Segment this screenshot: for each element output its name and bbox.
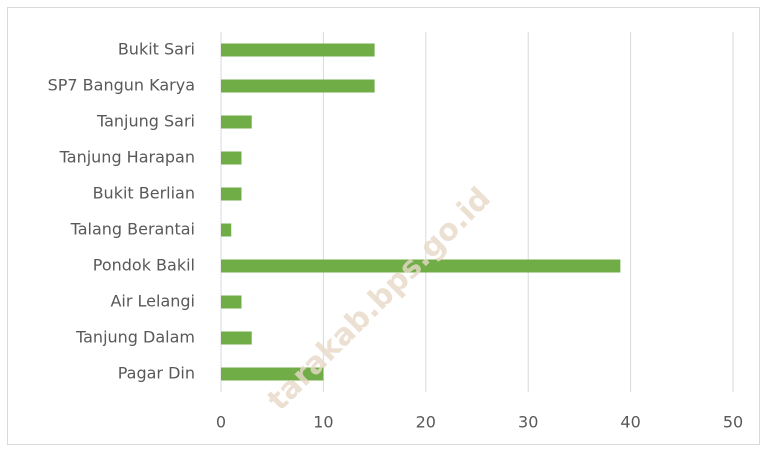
bar [221,367,324,381]
y-tick-label: Bukit Sari [118,40,195,59]
y-tick-label: Air Lelangi [110,292,195,311]
x-tick-label: 30 [518,413,538,432]
bar [221,331,252,345]
y-tick-label: Pondok Bakil [93,256,195,275]
bar [221,43,375,57]
bar [221,187,242,201]
x-tick-label: 50 [723,413,743,432]
bar [221,151,242,165]
y-tick-label: SP7 Bangun Karya [48,76,195,95]
bar [221,295,242,309]
y-tick-label: Pagar Din [118,364,195,383]
x-tick-label: 10 [313,413,333,432]
y-tick-label: Tanjung Harapan [59,148,195,167]
y-tick-label: Tanjung Dalam [75,328,195,347]
y-tick-label: Tanjung Sari [96,112,195,131]
bar [221,79,375,93]
y-tick-label: Bukit Berlian [93,184,195,203]
bar [221,259,621,273]
bar [221,115,252,129]
chart-border [7,7,760,445]
x-tick-label: 40 [620,413,640,432]
bar [221,223,232,237]
y-tick-label: Talang Berantai [70,220,195,239]
x-tick-label: 20 [416,413,436,432]
x-tick-label: 0 [216,413,226,432]
